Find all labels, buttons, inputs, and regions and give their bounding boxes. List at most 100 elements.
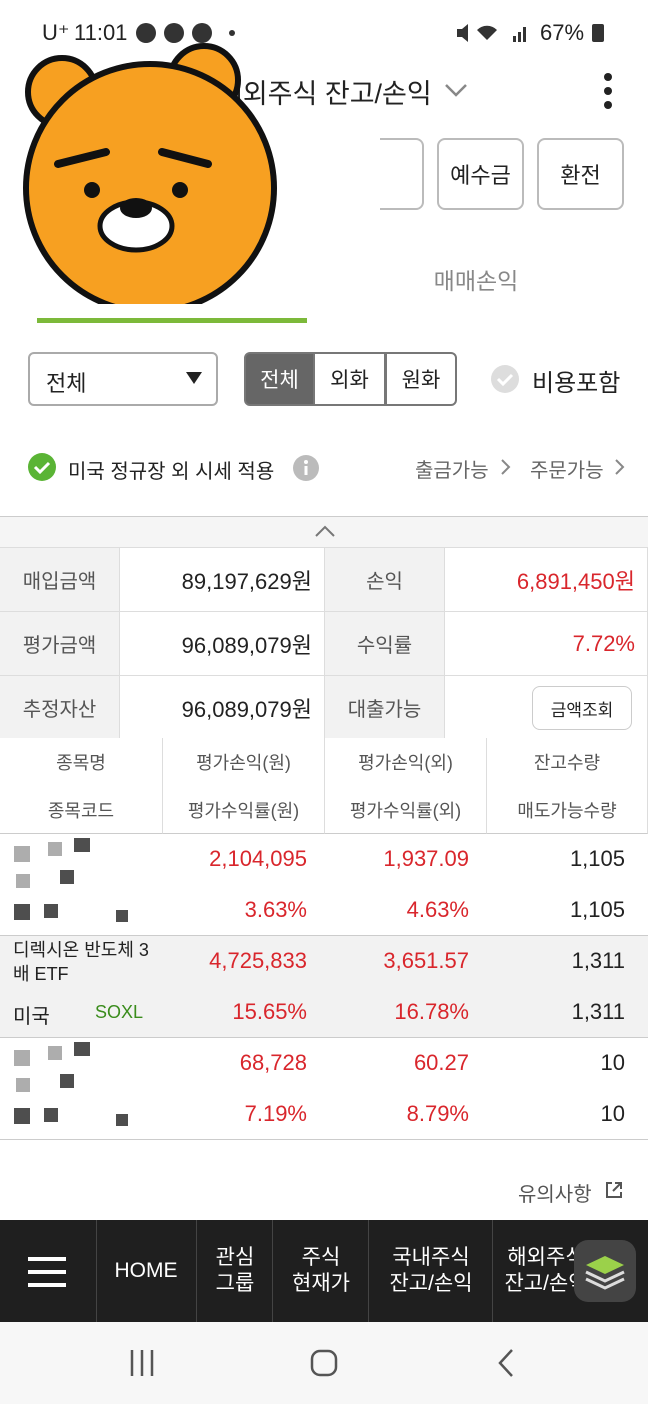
redaction-block [48, 842, 62, 856]
battery-icon [592, 24, 604, 42]
partial-row [0, 1140, 648, 1162]
holding-value: 4,725,833 [209, 948, 307, 973]
column-header[interactable]: 잔고수량 [487, 738, 648, 786]
column-header[interactable]: 평가손익(원) [163, 738, 325, 786]
battery-level: 67% [540, 20, 585, 45]
more-menu[interactable] [600, 72, 616, 110]
lookup-button[interactable]: 금액조회 [532, 686, 632, 730]
segment-all[interactable]: 전체 [244, 352, 315, 406]
tab-indicator [37, 318, 307, 323]
bottom-nav [0, 1220, 648, 1322]
redaction-block [60, 870, 74, 884]
holding-value: 1,937.09 [383, 846, 469, 871]
label-cell: 평가금액 [0, 612, 120, 676]
nav-item[interactable]: 해외주식 잔고/손익 [492, 1220, 599, 1322]
redaction-block [14, 846, 30, 862]
redaction-block [116, 1114, 128, 1126]
holding-value: 10 [600, 1101, 625, 1126]
holding-row[interactable] [0, 1038, 648, 1140]
holding-value: 10 [600, 1050, 625, 1075]
page-title[interactable]: 해외주식 잔고/손익 [218, 79, 432, 109]
holding-value: 15.65% [232, 999, 307, 1024]
stock-market: 미국 [13, 1006, 50, 1028]
label-cell: 손익 [325, 548, 445, 612]
redaction-block [60, 1074, 74, 1088]
value-cell: 6,891,450원 [445, 548, 648, 612]
stock-code: SOXL [95, 1002, 144, 1022]
holding-value: 60.27 [413, 1050, 469, 1075]
redaction-block [14, 904, 30, 920]
chevron [501, 459, 511, 475]
exchange-button[interactable]: 환전 [537, 138, 624, 210]
redaction-block [74, 1042, 90, 1056]
column-header[interactable]: 평가수익률(원) [163, 786, 325, 834]
column-header[interactable]: 종목명 [0, 738, 163, 786]
dropdown-arrow [186, 372, 202, 384]
withdraw-link[interactable]: 출금가능 [415, 460, 489, 482]
label-cell: 수익률 [325, 612, 445, 676]
tab[interactable]: 매매손익 [433, 268, 519, 294]
holding-value: 1,105 [569, 846, 625, 871]
holding-value: 8.79% [406, 1101, 469, 1126]
label-cell: 매입금액 [0, 548, 120, 612]
notification-icons [136, 23, 235, 43]
holding-value: 3,651.57 [383, 948, 469, 973]
cut-button[interactable] [380, 138, 424, 210]
column-header[interactable]: 매도가능수량 [487, 786, 648, 834]
holding-row[interactable] [0, 834, 648, 936]
info-icon[interactable] [292, 454, 320, 482]
title-dropdown-arrow[interactable] [444, 82, 468, 98]
column-header[interactable]: 종목코드 [0, 786, 163, 834]
holding-value: 4.63% [406, 897, 469, 922]
segment-won[interactable]: 원화 [386, 352, 457, 406]
nav-item[interactable]: 국내주식 잔고/손익 [368, 1220, 493, 1322]
holding-value: 1,311 [571, 999, 625, 1024]
system-icons [457, 24, 526, 42]
system-nav [0, 1322, 648, 1404]
column-header[interactable]: 평가손익(외) [325, 738, 487, 786]
collapse-bar[interactable] [0, 516, 648, 548]
order-link[interactable]: 주문가능 [530, 460, 604, 482]
menu-button[interactable] [28, 1257, 66, 1287]
holding-value: 16.78% [394, 999, 469, 1024]
stock-name: 디렉시온 반도체 3배 ETF [13, 940, 149, 984]
holding-value: 68,728 [239, 1050, 307, 1075]
nav-item[interactable]: HOME [96, 1220, 195, 1322]
redaction-block [44, 904, 58, 918]
redaction-block [116, 910, 128, 922]
segment-foreign[interactable]: 외화 [315, 352, 386, 406]
sticker-overlay [23, 43, 277, 304]
column-header[interactable]: 평가수익률(외) [325, 786, 487, 834]
nav-item[interactable]: 관심 그룹 [196, 1220, 273, 1322]
redaction-block [74, 838, 90, 852]
value-cell: 7.72% [445, 612, 648, 676]
system-nav-icons [130, 1349, 513, 1377]
nav-item[interactable]: 주식 현재가 [272, 1220, 369, 1322]
footer [0, 1160, 648, 1220]
layer-icon [585, 1256, 625, 1290]
notice-text: 미국 정규장 외 시세 적용 [68, 461, 275, 483]
carrier: U⁺ [42, 20, 70, 45]
deposit-button[interactable]: 예수금 [437, 138, 524, 210]
holding-row[interactable] [0, 936, 648, 1038]
collapse-arrow[interactable] [314, 524, 336, 538]
dropdown-value: 전체 [46, 371, 87, 396]
redaction-block [16, 1078, 30, 1092]
account-dropdown[interactable] [28, 352, 218, 406]
holding-value: 1,105 [569, 897, 625, 922]
cost-checkbox[interactable] [490, 364, 520, 394]
cost-label[interactable]: 비용포함 [532, 370, 621, 397]
value-cell: 89,197,629원 [120, 548, 325, 612]
redaction-block [16, 874, 30, 888]
chevron [615, 459, 625, 475]
notice-check[interactable] [27, 452, 57, 482]
redaction-block [44, 1108, 58, 1122]
caution-link[interactable]: 유의사항 [518, 1184, 592, 1206]
redaction-block [14, 1050, 30, 1066]
holding-value: 1,311 [571, 948, 625, 973]
label-cell: 대출가능 [325, 676, 445, 740]
clock: 11:01 [74, 20, 128, 45]
value-cell: 96,089,079원 [120, 676, 325, 740]
holding-value: 3.63% [244, 897, 307, 922]
